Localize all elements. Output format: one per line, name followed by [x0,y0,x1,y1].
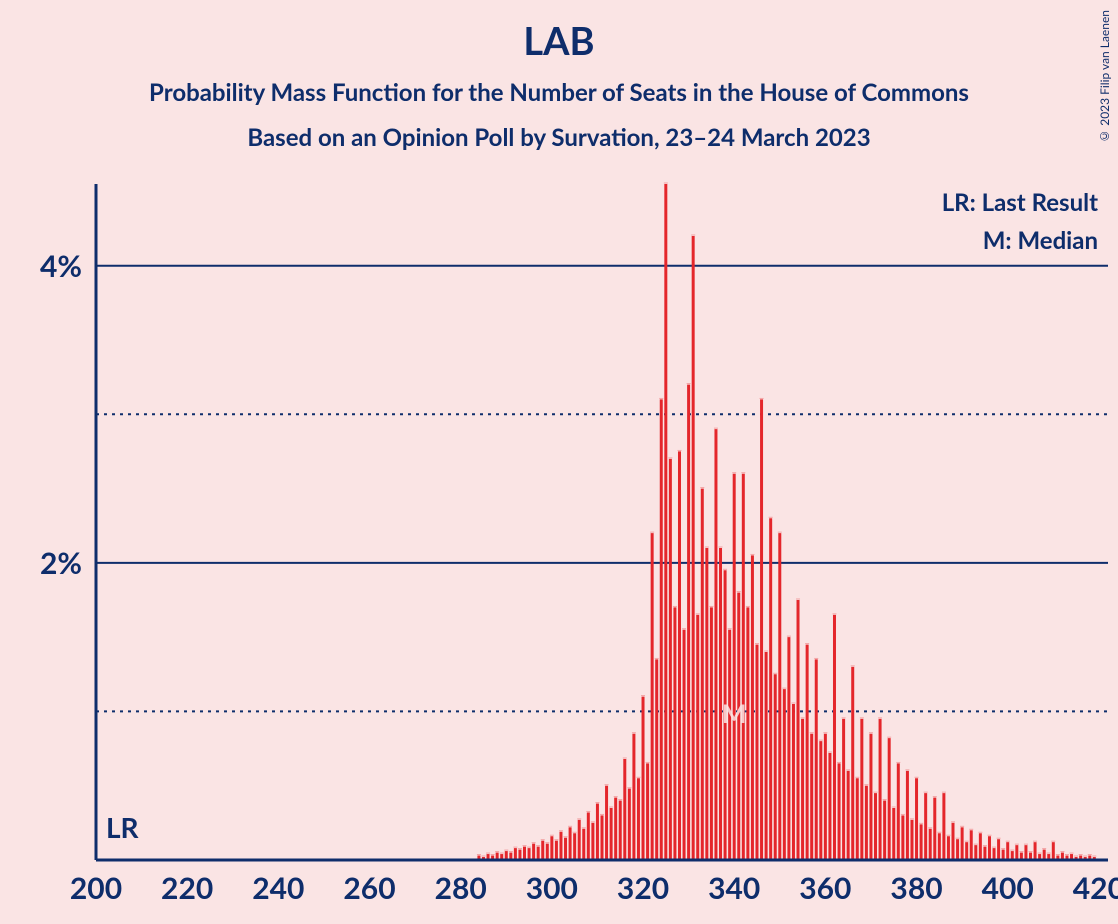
last-result-marker: LR [106,810,139,844]
x-axis-tick-label: 300 [526,870,578,906]
x-axis-tick-label: 380 [890,870,942,906]
y-axis-tick-label: 4% [0,248,82,284]
x-axis-tick-label: 200 [70,870,122,906]
x-axis-tick-label: 420 [1073,870,1118,906]
median-marker: M [722,697,747,729]
x-axis-tick-label: 320 [617,870,669,906]
x-axis-tick-label: 340 [708,870,760,906]
x-axis-tick-label: 240 [252,870,304,906]
x-axis-tick-label: 220 [161,870,213,906]
x-axis-tick-label: 400 [982,870,1034,906]
x-axis-tick-label: 280 [435,870,487,906]
pmf-chart [0,0,1118,924]
x-axis-tick-label: 360 [799,870,851,906]
x-axis-tick-label: 260 [343,870,395,906]
y-axis-tick-label: 2% [0,545,82,581]
legend-last-result: LR: Last Result [942,188,1098,217]
legend-median: M: Median [983,226,1098,255]
